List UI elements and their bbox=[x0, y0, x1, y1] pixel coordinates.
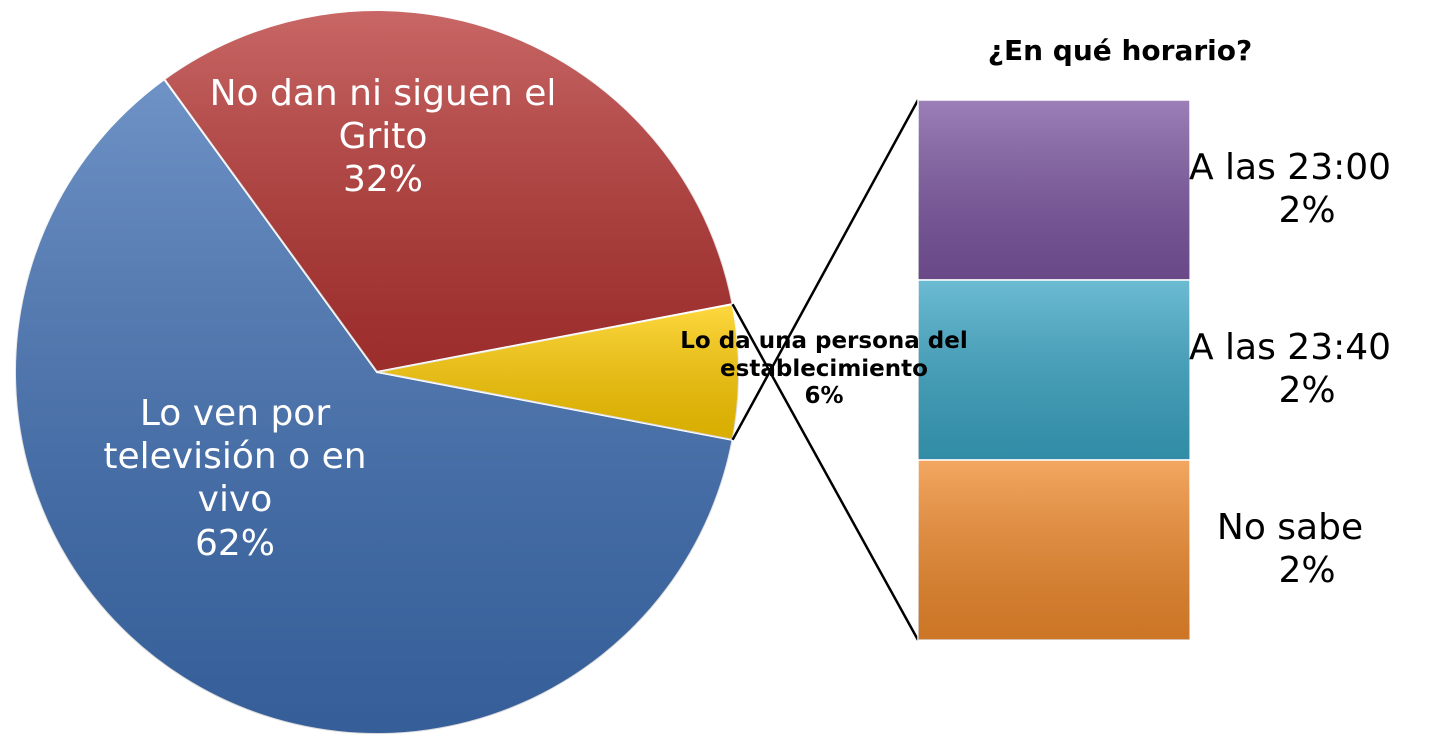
bar-value-label: 2% bbox=[1278, 190, 1336, 231]
bar-value-label: 2% bbox=[1278, 550, 1336, 591]
pie-slice-sheen bbox=[164, 9, 733, 372]
bar-label: A las 23:40 bbox=[1188, 327, 1392, 368]
pie-value-label: 32% bbox=[342, 159, 424, 200]
bar-sheen bbox=[918, 280, 1190, 460]
pie-label: Lo da una persona del establecimiento bbox=[680, 328, 968, 382]
connector bbox=[731, 99, 920, 441]
bar-label: A las 23:00 bbox=[1188, 147, 1392, 188]
connector bbox=[731, 303, 920, 641]
bar-label: No sabe bbox=[1216, 507, 1364, 548]
pie-label: No dan ni siguen el Grito bbox=[209, 73, 557, 158]
bar-value-label: 2% bbox=[1278, 370, 1336, 411]
bar-sheen bbox=[918, 100, 1190, 280]
bar-title: ¿En qué horario? bbox=[987, 34, 1253, 67]
pie-label: Lo ven por televisión o en vivo bbox=[103, 393, 367, 521]
bar-sheen bbox=[918, 460, 1190, 640]
pie-value-label: 6% bbox=[804, 383, 844, 409]
pie-slice-sheen bbox=[15, 79, 733, 734]
pie-value-label: 62% bbox=[194, 523, 276, 564]
pie-slice-sheen bbox=[377, 304, 740, 440]
